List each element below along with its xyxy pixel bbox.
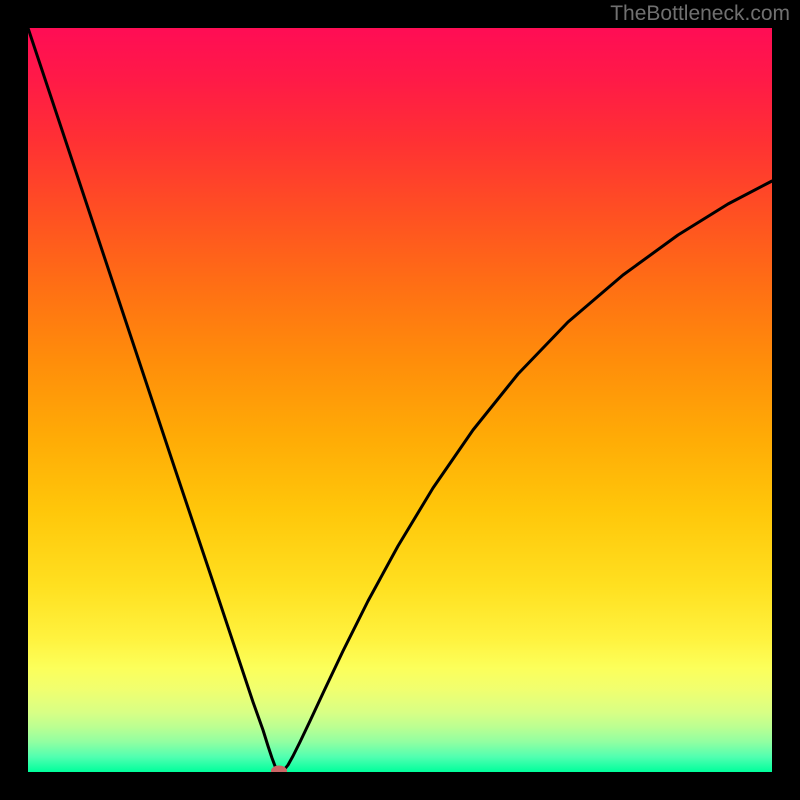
optimum-marker <box>271 766 287 773</box>
chart-outer-frame: TheBottleneck.com <box>0 0 800 800</box>
bottleneck-curve <box>28 28 772 772</box>
plot-area <box>28 28 772 772</box>
watermark-text: TheBottleneck.com <box>610 2 790 26</box>
